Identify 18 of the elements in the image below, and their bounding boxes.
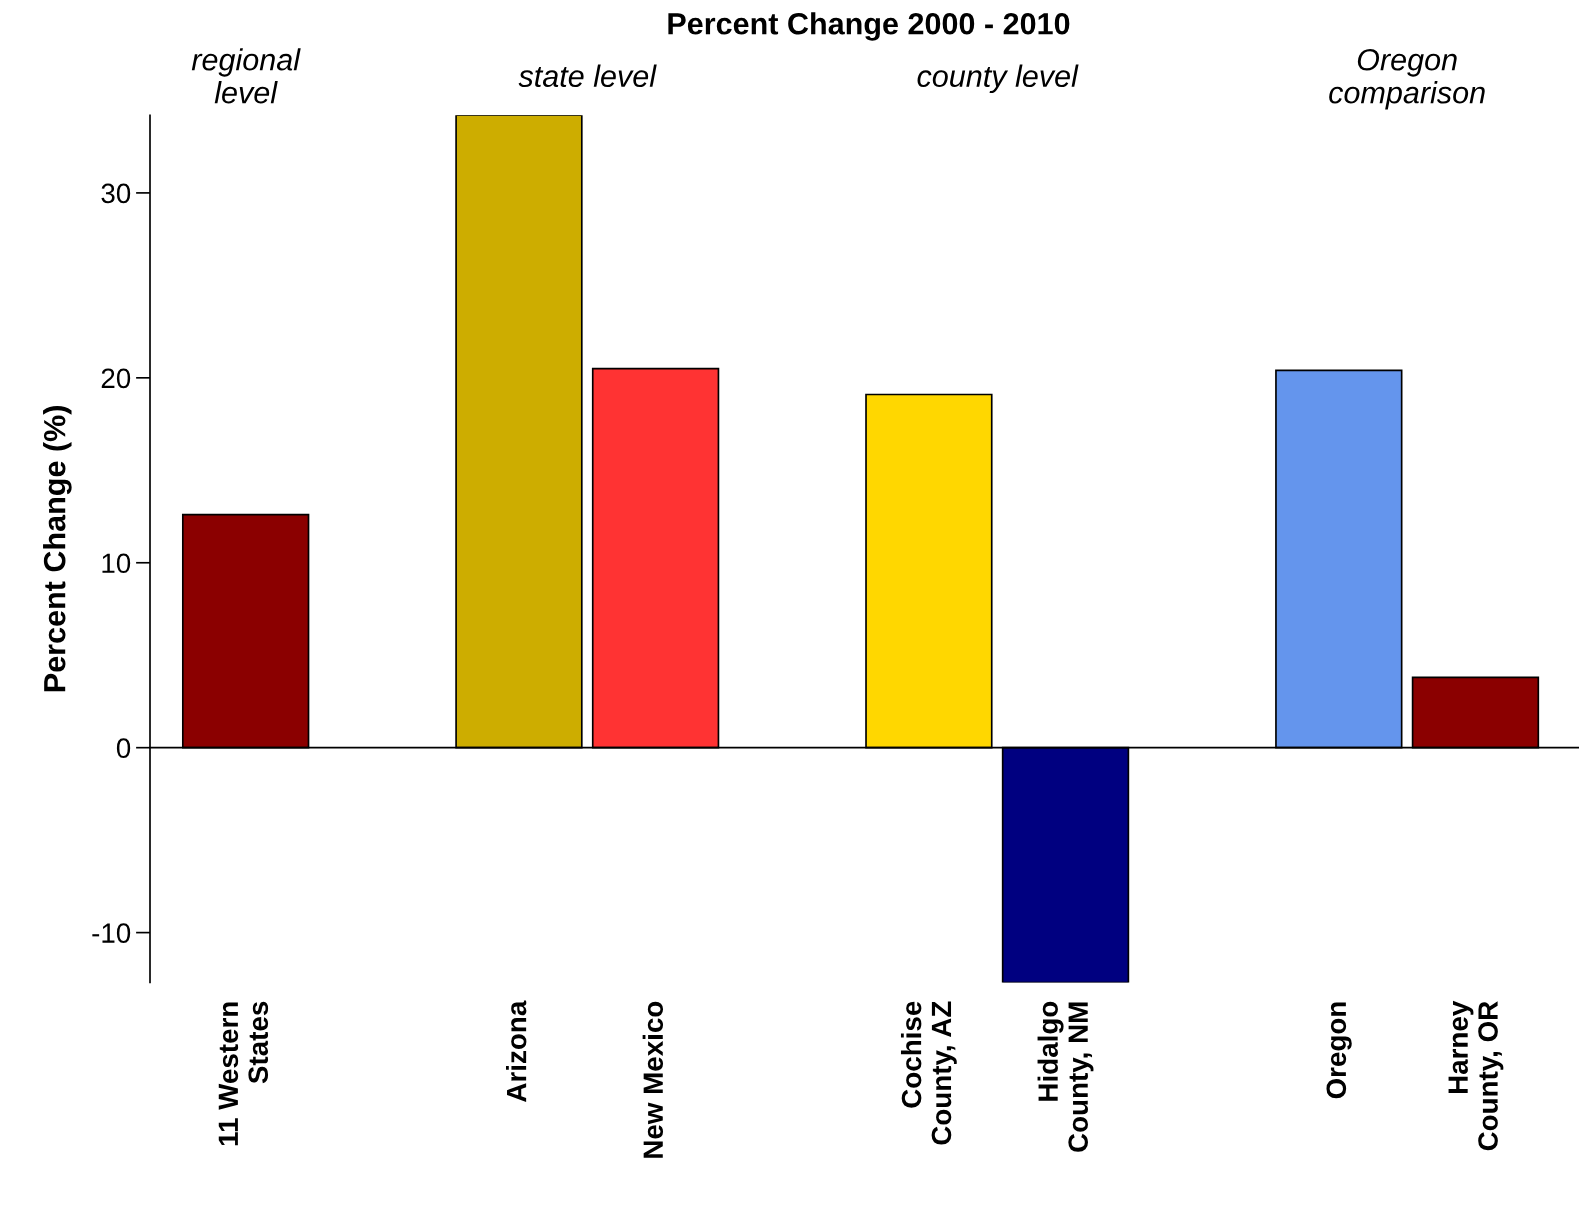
y-axis-title: Percent Change (%) xyxy=(43,406,72,692)
y-tick-label: 0 xyxy=(116,738,131,759)
text: county level xyxy=(917,64,1079,94)
text: Oregon comparison xyxy=(1329,48,1485,110)
x-tick-label: Harney County, OR xyxy=(1448,1000,1504,1151)
x-tick-label: Oregon xyxy=(1326,1002,1352,1099)
y-tick-label: 10 xyxy=(102,553,131,574)
y-tick-label: -10 xyxy=(92,923,131,943)
x-tick-label: Arizona xyxy=(506,1000,527,1102)
text: state level xyxy=(518,64,657,88)
y-tick-label: 20 xyxy=(101,368,131,389)
y-tick-label: 30 xyxy=(101,183,131,204)
chart-title: Percent Change 2000 - 2010 xyxy=(668,12,1070,41)
x-tick-label: Cochise County, AZ xyxy=(900,1001,957,1145)
x-tick-label: New Mexico xyxy=(642,1001,664,1158)
text: regional level xyxy=(191,48,301,104)
x-tick-label: 11 Western States xyxy=(218,1001,269,1146)
x-tick-label: Hidalgo County, NM xyxy=(1037,1001,1094,1152)
